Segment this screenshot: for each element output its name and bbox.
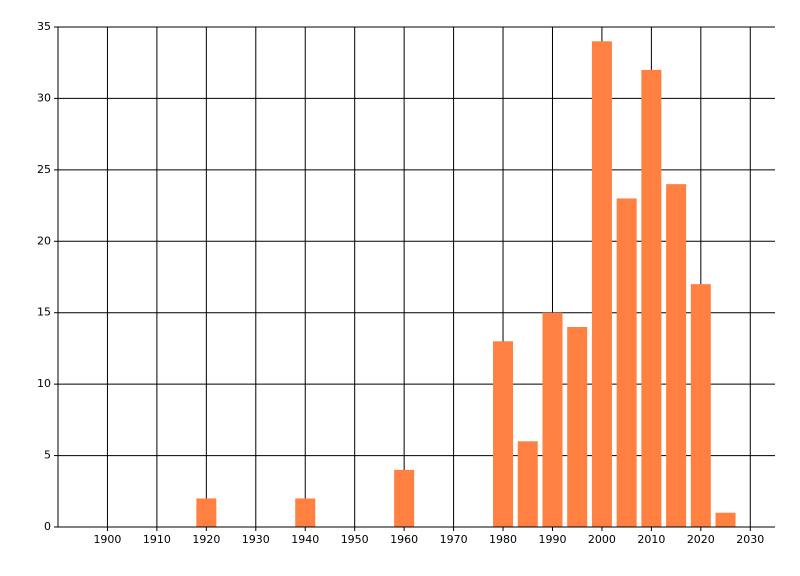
bar: [567, 327, 588, 527]
x-tick-label: 1970: [440, 533, 468, 546]
x-tick-label: 1940: [291, 533, 319, 546]
bar: [196, 498, 217, 527]
bar: [394, 469, 415, 527]
x-tick-label: 2010: [637, 533, 665, 546]
x-tick-label: 1930: [242, 533, 270, 546]
bar: [591, 41, 612, 528]
x-tick-label: 1980: [489, 533, 517, 546]
bar: [295, 498, 316, 527]
y-tick-label: 0: [44, 520, 51, 533]
y-tick-label: 10: [37, 377, 51, 390]
y-tick-label: 15: [37, 306, 51, 319]
bar: [666, 184, 687, 527]
bar: [542, 312, 563, 527]
x-tick-label: 1900: [93, 533, 121, 546]
x-tick-label: 1920: [192, 533, 220, 546]
x-tick-label: 1990: [538, 533, 566, 546]
y-tick-label: 25: [37, 163, 51, 176]
bar: [616, 198, 637, 527]
bar: [641, 69, 662, 527]
bar: [493, 341, 514, 527]
x-tick-label: 1910: [143, 533, 171, 546]
bar: [517, 441, 538, 527]
x-tick-label: 1960: [390, 533, 418, 546]
x-tick-label: 2000: [588, 533, 616, 546]
bar: [690, 284, 711, 527]
x-tick-label: 2020: [687, 533, 715, 546]
bar: [715, 512, 736, 527]
y-tick-label: 30: [37, 91, 51, 104]
y-tick-label: 5: [44, 449, 51, 462]
y-tick-label: 20: [37, 234, 51, 247]
x-tick-label: 1950: [341, 533, 369, 546]
x-tick-label: 2030: [736, 533, 764, 546]
y-tick-label: 35: [37, 20, 51, 33]
